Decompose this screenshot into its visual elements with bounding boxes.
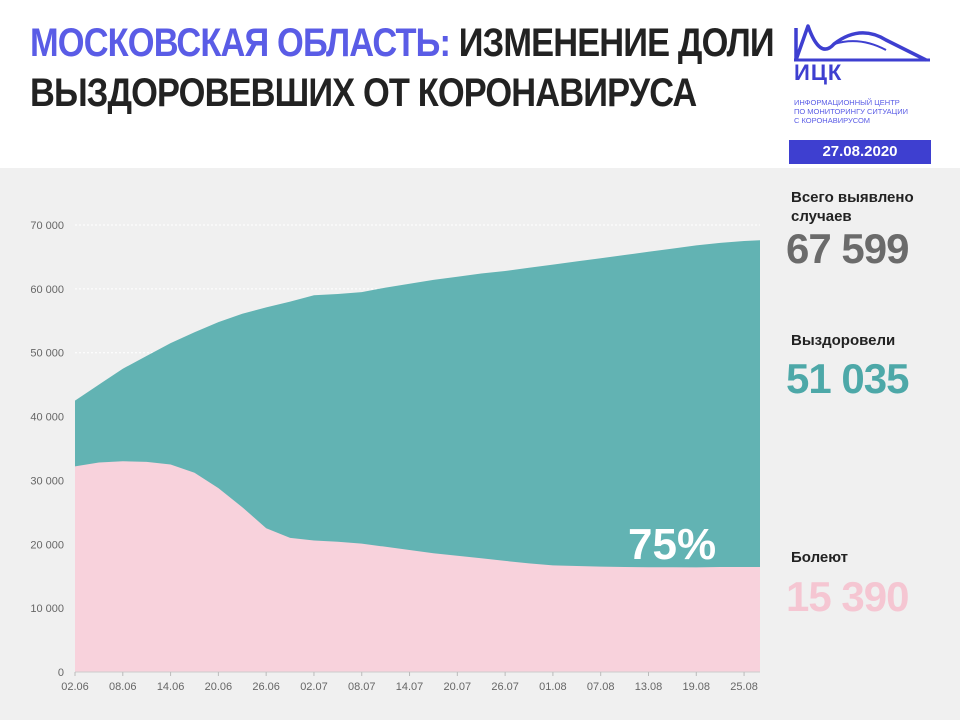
y-tick-label: 60 000 <box>30 284 64 296</box>
total-cases-label: Всего выявлено случаев <box>791 189 914 225</box>
x-tick-label: 02.06 <box>61 681 89 693</box>
x-tick-label: 14.07 <box>396 681 424 693</box>
logo-subtitle: ИНФОРМАЦИОННЫЙ ЦЕНТР ПО МОНИТОРИНГУ СИТУ… <box>794 98 934 125</box>
sick-value: 15 390 <box>786 573 909 620</box>
recovered-label: Выздоровели <box>791 332 896 349</box>
itsk-logo: ИЦК ИНФОРМАЦИОННЫЙ ЦЕНТР ПО МОНИТОРИНГУ … <box>790 20 940 130</box>
bridge-icon <box>794 24 930 62</box>
page-title: МОСКОВСКАЯ ОБЛАСТЬ: ИЗМЕНЕНИЕ ДОЛИ ВЫЗДО… <box>30 18 775 118</box>
title-region: МОСКОВСКАЯ ОБЛАСТЬ: <box>30 21 451 65</box>
sick-label: Болеют <box>791 549 849 566</box>
x-tick-label: 01.08 <box>539 681 567 693</box>
x-tick-label: 20.07 <box>444 681 472 693</box>
x-tick-label: 13.08 <box>635 681 663 693</box>
title-line-1-rest: ИЗМЕНЕНИЕ ДОЛИ <box>450 21 775 65</box>
area-chart: 0 10 000 20 000 30 000 40 000 50 000 60 000 70 … <box>30 220 760 693</box>
series-area-sick <box>75 461 760 672</box>
x-tick-label: 07.08 <box>587 681 615 693</box>
logo-subtitle-line: ИНФОРМАЦИОННЫЙ ЦЕНТР <box>794 98 900 107</box>
y-tick-label: 0 <box>58 667 64 679</box>
y-tick-label: 70 000 <box>30 220 64 232</box>
recovered-value: 51 035 <box>786 355 909 402</box>
date-badge: 27.08.2020 <box>789 140 931 164</box>
logo-subtitle-line: С КОРОНАВИРУСОМ <box>794 116 871 125</box>
x-tick-label: 19.08 <box>683 681 711 693</box>
title-line-1: МОСКОВСКАЯ ОБЛАСТЬ: ИЗМЕНЕНИЕ ДОЛИ <box>30 18 775 68</box>
logo-subtitle-line: ПО МОНИТОРИНГУ СИТУАЦИИ <box>794 107 908 116</box>
title-line-2: ВЫЗДОРОВЕВШИХ ОТ КОРОНАВИРУСА <box>30 71 697 115</box>
chart-panel: 0 10 000 20 000 30 000 40 000 50 000 60 000 70 … <box>0 168 960 720</box>
x-tick-label: 26.06 <box>252 681 280 693</box>
y-tick-label: 20 000 <box>30 539 64 551</box>
total-cases-value: 67 599 <box>786 225 909 272</box>
x-tick-label: 14.06 <box>157 681 185 693</box>
y-tick-label: 50 000 <box>30 348 64 360</box>
x-tick-label: 08.06 <box>109 681 137 693</box>
recovered-share-label: 75% <box>628 520 717 569</box>
x-tick-label: 08.07 <box>348 681 376 693</box>
y-tick-label: 10 000 <box>30 603 64 615</box>
y-tick-label: 30 000 <box>30 475 64 487</box>
x-tick-label: 25.08 <box>730 681 758 693</box>
x-tick-label: 26.07 <box>491 681 519 693</box>
y-tick-label: 40 000 <box>30 412 64 424</box>
x-tick-label: 02.07 <box>300 681 328 693</box>
x-tick-label: 20.06 <box>205 681 233 693</box>
logo-name: ИЦК <box>794 60 843 85</box>
